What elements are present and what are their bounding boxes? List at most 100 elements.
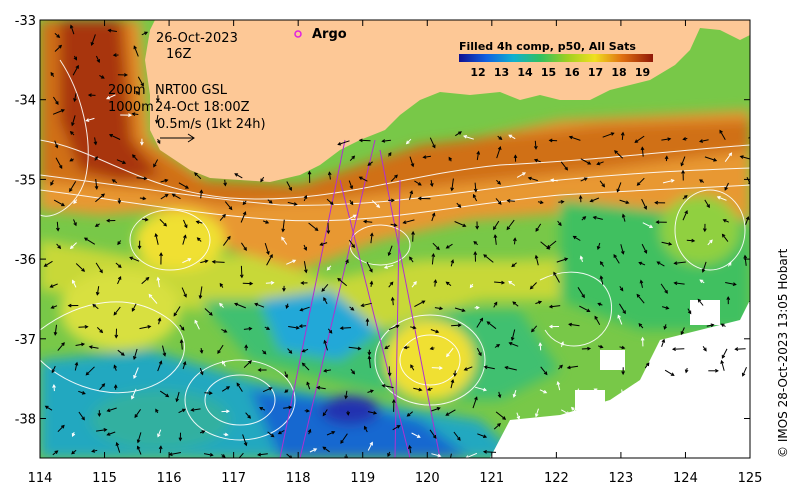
- current-arrow: [55, 157, 63, 169]
- current-arrow-head: [268, 200, 273, 204]
- current-arrow-head: [144, 217, 149, 222]
- current-arrow: [602, 445, 610, 455]
- current-arrow-head: [502, 416, 507, 420]
- colorbar-tick-label: 18: [611, 66, 626, 79]
- current-arrow-head: [431, 252, 436, 257]
- current-arrow-head: [594, 315, 598, 320]
- current-arrow-head: [664, 155, 669, 160]
- current-arrow: [264, 242, 270, 255]
- current-arrow-head: [369, 441, 373, 446]
- current-arrow: [414, 180, 422, 186]
- current-arrow-head: [217, 350, 221, 354]
- current-arrow: [686, 239, 695, 242]
- current-arrow-head: [181, 408, 186, 413]
- current-arrow: [429, 429, 437, 439]
- current-arrow-head: [321, 288, 326, 292]
- current-arrow: [382, 139, 391, 142]
- current-arrow: [407, 411, 414, 417]
- y-tick-label: -33: [15, 14, 36, 29]
- current-arrow-head: [222, 213, 226, 218]
- current-arrow-head: [328, 329, 333, 334]
- current-arrow-head: [512, 393, 517, 398]
- current-arrow-head: [313, 448, 318, 452]
- current-arrow-head: [257, 368, 262, 372]
- current-arrow-head: [512, 301, 517, 305]
- current-arrow-head: [81, 416, 85, 421]
- current-arrow: [560, 432, 563, 442]
- current-arrow-head: [387, 152, 392, 156]
- current-arrow: [641, 147, 644, 157]
- current-arrow-head: [190, 408, 195, 412]
- current-arrow: [300, 306, 310, 311]
- colorbar-tick-label: 19: [635, 66, 650, 79]
- current-arrow-head: [681, 169, 685, 174]
- current-arrow-head: [357, 346, 362, 351]
- current-arrow: [724, 182, 729, 191]
- current-arrow: [117, 276, 122, 285]
- current-arrow-head: [103, 428, 108, 432]
- current-arrow-head: [219, 282, 224, 287]
- current-arrow-head: [101, 383, 106, 388]
- current-arrow-head: [395, 324, 400, 329]
- current-arrow-head: [99, 329, 104, 334]
- current-arrow-head: [97, 413, 102, 418]
- current-arrow-head: [44, 405, 49, 410]
- current-arrow-head: [640, 146, 645, 151]
- current-arrow-head: [242, 201, 247, 206]
- current-arrow-head: [58, 165, 63, 170]
- current-arrow: [495, 411, 506, 420]
- current-arrow-head: [748, 182, 750, 185]
- current-arrow: [505, 366, 517, 371]
- current-arrow-head: [596, 245, 601, 250]
- y-tick-label: -37: [15, 333, 36, 348]
- current-arrow-head: [406, 413, 411, 417]
- current-arrow: [94, 137, 97, 145]
- current-arrow-head: [199, 189, 204, 194]
- current-arrow-head: [720, 359, 724, 365]
- current-arrow-head: [248, 360, 252, 364]
- current-arrow-head: [337, 141, 342, 146]
- current-arrow-head: [339, 326, 344, 330]
- current-arrow-head: [621, 451, 625, 456]
- current-arrow-head: [621, 395, 625, 400]
- x-tick-label: 122: [544, 471, 569, 486]
- current-arrow: [240, 242, 247, 251]
- current-arrow: [348, 346, 361, 350]
- current-arrow: [662, 179, 674, 184]
- current-arrow: [182, 361, 186, 370]
- current-arrow-head: [204, 259, 209, 264]
- current-arrow-head: [709, 239, 713, 244]
- current-arrow-head: [535, 413, 539, 418]
- current-arrow-head: [670, 179, 675, 183]
- current-arrow-head: [369, 232, 374, 237]
- current-arrow: [281, 237, 288, 245]
- current-arrow: [306, 382, 311, 390]
- current-arrow-head: [462, 135, 468, 139]
- current-arrow-head: [461, 308, 466, 312]
- current-arrow: [203, 453, 213, 456]
- current-arrow: [559, 449, 568, 454]
- current-arrow: [528, 177, 538, 182]
- current-arrow-head: [183, 293, 187, 298]
- current-arrow: [662, 381, 665, 391]
- current-arrow-head: [742, 436, 746, 441]
- current-arrow-head: [450, 378, 455, 384]
- current-arrow: [434, 307, 443, 310]
- current-arrow-head: [133, 355, 137, 361]
- current-arrow-head: [117, 275, 122, 280]
- current-arrow: [51, 365, 56, 373]
- current-arrow: [659, 425, 665, 436]
- current-arrow: [403, 219, 415, 224]
- current-arrow: [157, 277, 160, 288]
- current-arrow-head: [437, 453, 442, 458]
- current-arrow: [634, 135, 645, 143]
- current-arrow-head: [724, 186, 728, 191]
- current-arrow-head: [365, 318, 370, 322]
- current-arrow-head: [716, 196, 721, 200]
- current-arrow: [508, 134, 516, 140]
- current-arrow-head: [436, 246, 440, 251]
- current-arrow-head: [476, 150, 481, 155]
- current-arrow-head: [646, 423, 651, 428]
- current-arrow: [474, 182, 477, 192]
- current-arrow-head: [483, 254, 487, 258]
